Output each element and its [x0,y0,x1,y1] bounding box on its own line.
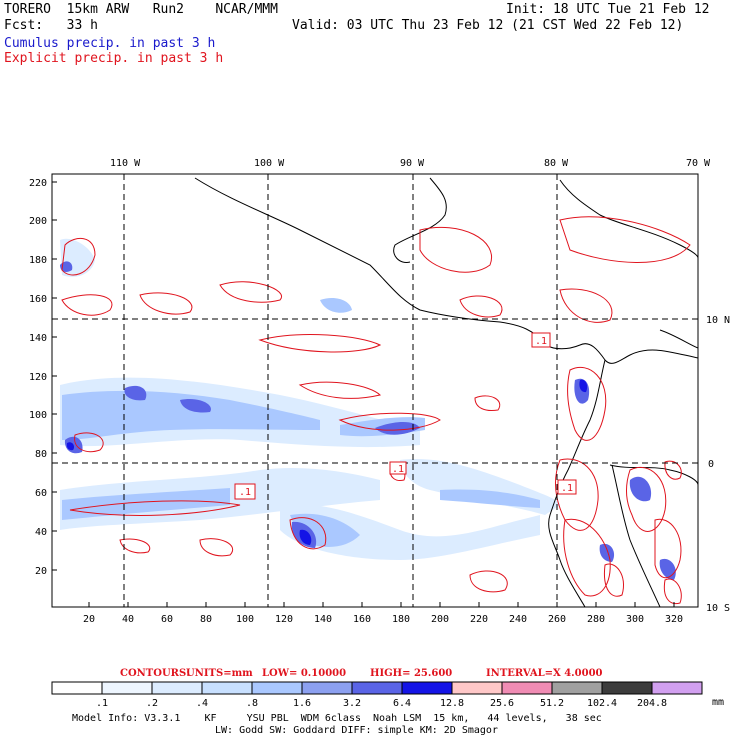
colorbar-label: 6.4 [393,698,411,709]
x-tick-label: 100 [236,614,254,625]
colorbar-swatch [201,681,253,695]
colorbar-swatch [351,681,403,695]
colorbar-label: 25.6 [490,698,514,709]
colorbar-swatch [501,681,553,695]
field-label-explicit: Explicit precip. in past 3 h [4,51,224,66]
x-tick-label: 280 [587,614,605,625]
colorbar-swatch [301,681,353,695]
lon-label: 90 W [400,158,425,169]
forecast-hour: Fcst: 33 h [4,18,98,33]
x-tick-label: 300 [626,614,644,625]
lon-label: 80 W [544,158,569,169]
y-tick-label: 220 [29,178,47,189]
y-tick-label: 80 [35,449,47,460]
contours-units: UNITS=mm [186,668,253,679]
y-tick-label: 200 [29,216,47,227]
y-tick-label: 40 [35,527,47,538]
lon-label: 100 W [254,158,285,169]
x-tick-label: 260 [548,614,566,625]
x-tick-label: 320 [665,614,683,625]
contours-label: CONTOURS: [120,668,190,679]
colorbar-label: .1 [96,698,108,709]
colorbar-swatch [451,681,503,695]
contour-label: .1 [392,464,404,475]
contours-high: HIGH= 25.600 [370,668,452,679]
contours-low: LOW= 0.10000 [262,668,346,679]
y-tick-label: 140 [29,333,47,344]
x-tick-label: 140 [314,614,332,625]
y-axis-labels: 220 200 180 160 140 120 100 80 60 40 20 [29,178,47,577]
colorbar-swatch [651,681,703,695]
x-tick-label: 60 [161,614,173,625]
x-tick-label: 200 [431,614,449,625]
colorbar-label: 3.2 [343,698,361,709]
precip-fill-heavy [60,261,676,580]
colorbar-label: 102.4 [587,698,617,709]
x-tick-label: 80 [200,614,212,625]
y-tick-label: 160 [29,294,47,305]
lat-lon-grid [52,174,698,607]
lon-label: 70 W [686,158,711,169]
colorbar-label: 1.6 [293,698,311,709]
x-tick-label: 120 [275,614,293,625]
x-tick-label: 40 [122,614,134,625]
colorbar-swatch [551,681,603,695]
colorbar-label: 204.8 [637,698,667,709]
y-tick-label: 60 [35,488,47,499]
lat-label: 10 N [706,315,730,326]
contours-interval: INTERVAL=X 4.0000 [486,668,603,679]
lon-label: 110 W [110,158,141,169]
y-tick-label: 20 [35,566,47,577]
y-tick-label: 120 [29,372,47,383]
colorbar-label: 12.8 [440,698,464,709]
x-tick-label: 220 [470,614,488,625]
explicit-precip-contours [61,216,691,605]
x-tick-label: 20 [83,614,95,625]
x-tick-label: 240 [509,614,527,625]
colorbar-label: 51.2 [540,698,564,709]
contour-label: .1 [561,483,573,494]
contour-info: CONTOURS: UNITS=mm LOW= 0.10000 HIGH= 25… [120,668,603,679]
lat-label: 10 S [706,603,730,614]
colorbar-swatch [151,681,203,695]
colorbar-label: .8 [246,698,258,709]
field-label-cumulus: Cumulus precip. in past 3 h [4,36,216,51]
contour-label: .1 [239,487,251,498]
colorbar-label: .2 [146,698,158,709]
x-tick-label: 180 [392,614,410,625]
init-time: Init: 18 UTC Tue 21 Feb 12 [506,2,710,17]
colorbar-swatch [51,681,103,695]
colorbar-swatch [251,681,303,695]
colorbar-swatch [401,681,453,695]
colorbar-swatch [101,681,153,695]
colorbar-label: .4 [196,698,208,709]
colorbar-unit: mm [712,697,724,708]
contour-label: .1 [535,336,547,347]
y-tick-label: 180 [29,255,47,266]
precip-fill-intense [66,379,588,545]
model-title: TORERO 15km ARW Run2 NCAR/MMM [4,2,278,17]
map-frame [51,173,699,608]
x-tick-label: 160 [353,614,371,625]
valid-time: Valid: 03 UTC Thu 23 Feb 12 (21 CST Wed … [292,18,684,33]
model-info: Model Info: V3.3.1 KF YSU PBL WDM 6class… [72,713,602,724]
colorbar: .1 .2 .4 .8 1.6 3.2 6.4 12.8 25.6 51.2 102.4 204.8 [51,681,703,709]
axis-ticks [52,181,675,607]
x-axis-labels: 20 40 60 80 100 120 140 160 180 200 220 … [83,614,683,625]
contour-label-boxes: .1 .1 .1 .1 [234,332,577,500]
physics-info: LW: Godd SW: Goddard DIFF: simple KM: 2D… [215,725,498,736]
colorbar-swatch [601,681,653,695]
y-tick-label: 100 [29,410,47,421]
lat-label: 0 [708,459,714,470]
